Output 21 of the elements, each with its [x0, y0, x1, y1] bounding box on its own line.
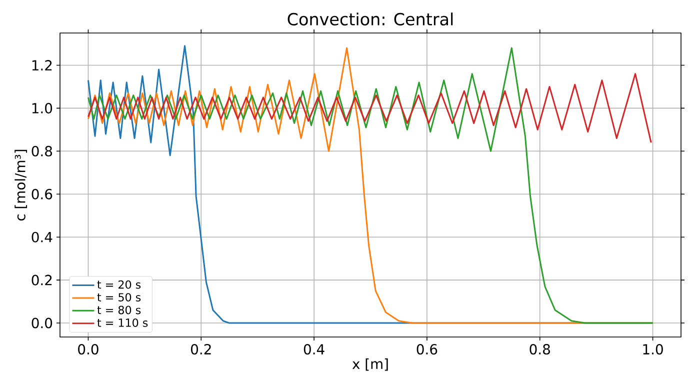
legend-label: t = 50 s	[97, 293, 141, 302]
chart-title: Convection: Central	[288, 12, 453, 26]
y-tick-label: 0.8	[32, 146, 52, 156]
y-tick-label: 0.2	[32, 274, 52, 286]
y-tick-label: 0.4	[32, 232, 52, 242]
x-tick-label: 0.2	[191, 344, 211, 355]
x-tick-label: 1.0	[643, 344, 663, 355]
y-tick-label: 1.2	[32, 60, 52, 70]
legend-label: t = 20 s	[97, 280, 141, 289]
y-tick-label: 0.0	[32, 318, 52, 328]
y-tick-label: 1.0	[32, 102, 52, 114]
y-tick-label: 0.6	[32, 188, 52, 200]
x-tick-label: 0.8	[530, 344, 550, 355]
x-tick-label: 0.0	[78, 344, 98, 355]
y-axis-title: c [mol/m³]	[14, 150, 28, 221]
legend-label: t = 80 s	[97, 306, 141, 314]
x-axis-title: x [m]	[352, 358, 388, 371]
x-tick-label: 0.4	[304, 344, 324, 355]
x-tick-label: 0.6	[416, 344, 438, 355]
line-series	[87, 73, 652, 144]
legend-label: t = 110 s	[97, 318, 148, 327]
